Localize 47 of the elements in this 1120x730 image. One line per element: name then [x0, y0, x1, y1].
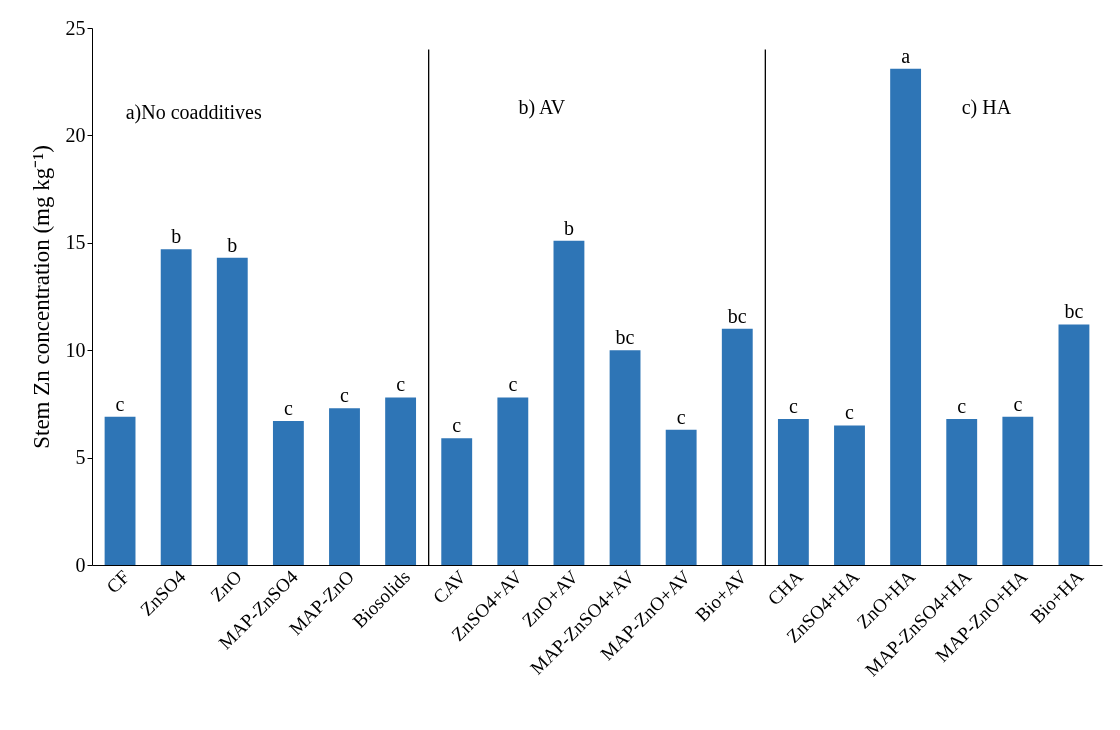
data-label: c — [115, 392, 125, 415]
bar — [834, 425, 865, 565]
y-tick-label: 15 — [65, 231, 86, 254]
bar — [1002, 416, 1034, 565]
bar — [553, 240, 585, 565]
x-tick-label: CF — [102, 566, 134, 598]
bar — [385, 397, 417, 565]
data-label: c — [957, 394, 967, 417]
data-label: c — [340, 384, 350, 407]
bar — [609, 350, 641, 565]
annotation: b) AV — [518, 96, 566, 119]
data-label: c — [845, 401, 855, 424]
data-label: c — [788, 394, 798, 417]
data-label: c — [396, 373, 406, 396]
bar — [497, 397, 529, 565]
data-label: b — [171, 225, 182, 248]
bar — [272, 421, 304, 565]
bar — [946, 418, 978, 565]
bar — [441, 438, 473, 565]
data-label: c — [1013, 392, 1023, 415]
y-tick-label: 0 — [75, 553, 86, 576]
bar — [329, 408, 360, 565]
data-label: b — [227, 233, 238, 256]
data-label: c — [452, 414, 462, 437]
annotation: a)No coadditives — [125, 101, 262, 124]
y-tick-label: 10 — [65, 338, 86, 361]
data-label: bc — [1064, 300, 1084, 323]
bar — [665, 429, 697, 565]
bar — [160, 249, 192, 565]
data-label: c — [676, 405, 686, 428]
y-tick-label: 20 — [65, 123, 86, 146]
annotation: c) HA — [961, 96, 1012, 119]
bar — [1058, 324, 1090, 565]
data-label: c — [283, 397, 293, 420]
bar — [890, 68, 922, 565]
bar — [216, 257, 248, 565]
y-axis-title: Stem Zn concentration (mg kg⁻¹) — [28, 145, 54, 449]
y-tick-label: 5 — [75, 446, 86, 469]
bar — [721, 328, 753, 565]
data-label: b — [563, 216, 574, 239]
bar — [777, 418, 809, 565]
y-tick-label: 25 — [65, 16, 86, 39]
data-label: c — [508, 373, 518, 396]
data-label: bc — [727, 304, 747, 327]
bar — [104, 416, 136, 565]
data-label: a — [901, 44, 911, 67]
data-label: bc — [615, 326, 635, 349]
